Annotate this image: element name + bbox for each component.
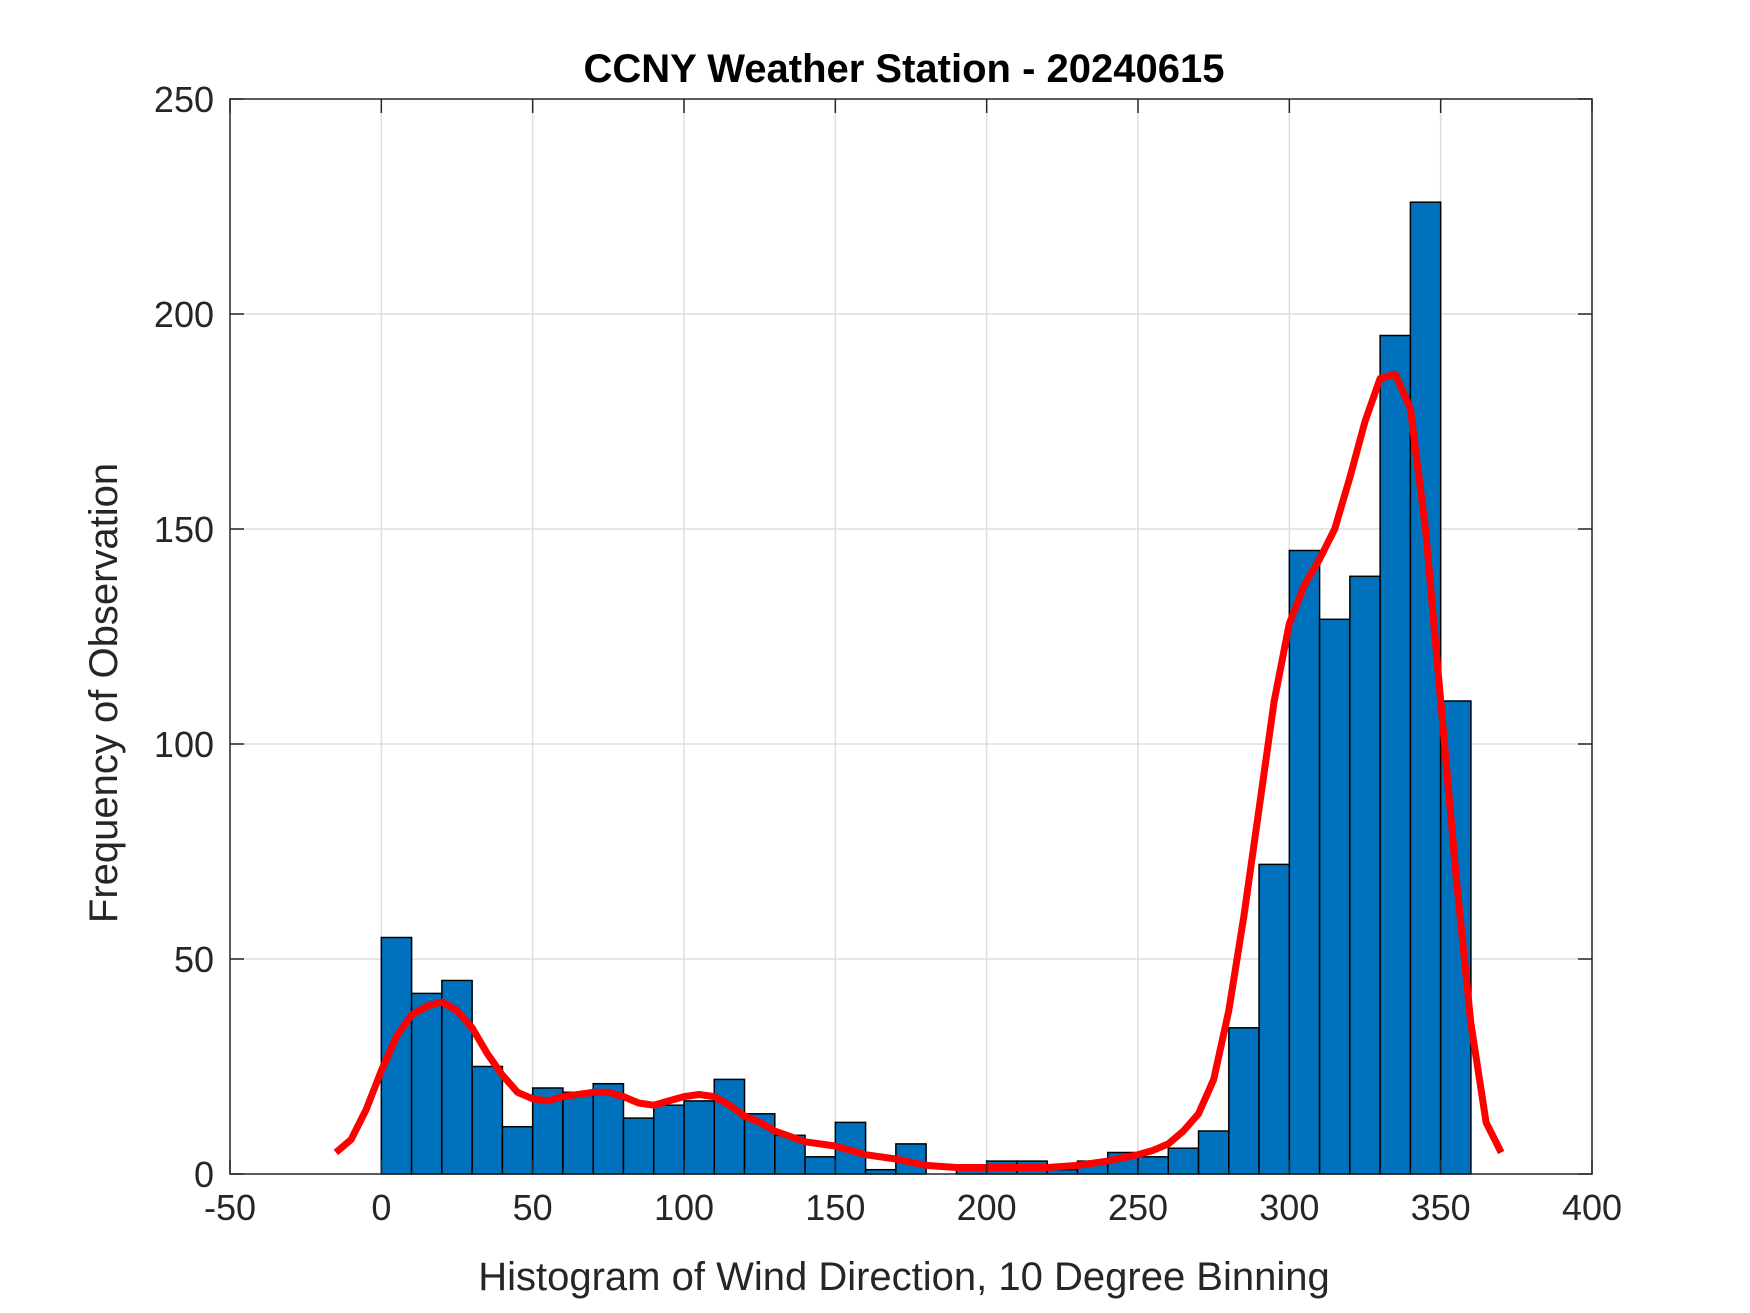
histogram-bar: [1258, 863, 1291, 1175]
axis-ticks: [229, 98, 1593, 1175]
y-tick-label: 150: [154, 509, 214, 550]
plot-frame: [229, 98, 1593, 1175]
density-curve: [333, 370, 1505, 1171]
histogram-bar: [501, 1125, 534, 1175]
histogram-bar: [1409, 201, 1442, 1175]
histogram-bar: [1288, 549, 1321, 1175]
histogram-bars: [380, 201, 1472, 1175]
x-tick-labels: -50 0 50 100 150 200 250 300 350 400: [204, 1187, 1622, 1228]
histogram-bar: [1349, 575, 1381, 1175]
y-tick-labels: 0 50 100 150 200 250: [154, 79, 214, 1195]
histogram-bar: [683, 1100, 716, 1175]
x-tick-label: 300: [1259, 1187, 1319, 1228]
y-tick-label: 200: [154, 294, 214, 335]
x-tick-label: 50: [513, 1187, 553, 1228]
x-tick-label: 350: [1411, 1187, 1471, 1228]
histogram-bar: [622, 1117, 655, 1175]
y-tick-label: 50: [174, 939, 214, 980]
histogram-bar: [1228, 1027, 1260, 1175]
x-tick-label: 0: [371, 1187, 391, 1228]
histogram-bar: [1318, 618, 1351, 1175]
histogram-bar: [1379, 334, 1412, 1175]
y-tick-label: 250: [154, 79, 214, 120]
histogram-bar: [1197, 1130, 1230, 1175]
x-tick-label: 100: [654, 1187, 714, 1228]
histogram-bar: [410, 992, 443, 1175]
x-tick-label: 150: [805, 1187, 865, 1228]
histogram-bar: [804, 1156, 837, 1175]
x-tick-label: 400: [1562, 1187, 1622, 1228]
y-tick-label: 100: [154, 724, 214, 765]
chart-title: CCNY Weather Station - 20240615: [584, 47, 1225, 91]
y-tick-label: 0: [194, 1154, 214, 1195]
histogram-bar: [471, 1065, 504, 1175]
histogram-bar: [652, 1104, 685, 1175]
x-axis-label: Histogram of Wind Direction, 10 Degree B…: [478, 1255, 1330, 1299]
x-tick-label: -50: [204, 1187, 256, 1228]
histogram-bar: [1167, 1147, 1200, 1175]
histogram-bar: [1137, 1156, 1170, 1175]
y-axis-label: Frequency of Observation: [82, 463, 126, 923]
x-tick-label: 200: [957, 1187, 1017, 1228]
x-tick-label: 250: [1108, 1187, 1168, 1228]
histogram-bar: [562, 1091, 594, 1175]
histogram-bar: [713, 1078, 746, 1175]
